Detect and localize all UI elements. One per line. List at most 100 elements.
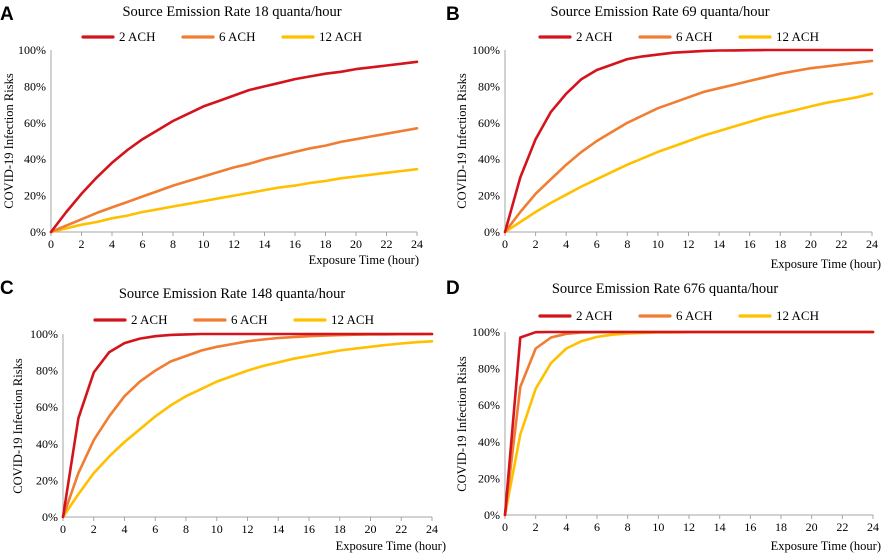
- x-tick-label: 6: [594, 237, 600, 251]
- chart-panel-d: D Source Emission Rate 676 quanta/hour 2 A…: [446, 278, 881, 553]
- x-tick-label: 8: [170, 237, 176, 251]
- panel-letter: B: [446, 4, 460, 25]
- chart-title: Source Emission Rate 148 quanta/hour: [119, 286, 345, 302]
- y-tick-label: 100%: [18, 43, 46, 57]
- legend-label: 6 ACH: [676, 308, 712, 323]
- y-tick-label: 80%: [478, 362, 500, 376]
- legend-label: 12 ACH: [776, 29, 819, 44]
- x-tick-label: 4: [122, 522, 128, 536]
- y-tick-label: 60%: [478, 116, 500, 130]
- x-tick-label: 24: [411, 237, 423, 251]
- y-tick-label: 20%: [36, 473, 58, 487]
- chart-panel-b: B Source Emission Rate 69 quanta/hour 2 AC…: [446, 4, 881, 271]
- x-tick-label: 2: [533, 237, 539, 251]
- series-line-12-ach: [61, 339, 434, 519]
- x-tick-label: 22: [381, 237, 393, 251]
- series-line-6-ach: [503, 59, 874, 234]
- x-tick-label: 10: [652, 520, 664, 534]
- x-tick-label: 18: [775, 520, 787, 534]
- x-tick-label: 16: [744, 520, 756, 534]
- y-tick-label: 100%: [30, 327, 58, 341]
- x-tick-label: 16: [303, 522, 315, 536]
- chart-title: Source Emission Rate 18 quanta/hour: [122, 4, 341, 20]
- y-tick-label: 0%: [484, 225, 500, 239]
- x-tick-label: 2: [533, 520, 539, 534]
- x-tick-label: 10: [198, 237, 210, 251]
- x-tick-label: 20: [350, 237, 362, 251]
- y-axis-label: COVID-19 Infection Risks: [455, 73, 469, 209]
- series-line-6-ach: [503, 330, 875, 517]
- x-tick-label: 6: [594, 520, 600, 534]
- chart-title: Source Emission Rate 676 quanta/hour: [552, 281, 778, 297]
- y-tick-label: 0%: [42, 510, 58, 524]
- x-tick-label: 22: [835, 237, 847, 251]
- x-axis-label: Exposure Time (hour): [771, 539, 881, 553]
- x-axis-label: Exposure Time (hour): [336, 539, 446, 553]
- legend-label: 6 ACH: [219, 29, 255, 44]
- x-tick-label: 18: [774, 237, 786, 251]
- legend-label: 12 ACH: [319, 29, 362, 44]
- x-tick-label: 24: [866, 237, 878, 251]
- x-axis-label: Exposure Time (hour): [309, 253, 419, 267]
- legend-label: 6 ACH: [676, 29, 712, 44]
- x-tick-label: 24: [867, 520, 879, 534]
- legend-label: 12 ACH: [776, 308, 819, 323]
- x-tick-label: 22: [836, 520, 848, 534]
- x-axis-label: Exposure Time (hour): [771, 257, 881, 271]
- series-line-2-ach: [503, 330, 875, 517]
- y-tick-label: 60%: [36, 400, 58, 414]
- x-tick-label: 4: [563, 237, 569, 251]
- series-line-6-ach: [49, 127, 419, 234]
- y-tick-label: 80%: [36, 364, 58, 378]
- y-tick-label: 80%: [24, 79, 46, 93]
- x-tick-label: 10: [211, 522, 223, 536]
- series-line-2-ach: [49, 60, 419, 234]
- x-tick-label: 6: [140, 237, 146, 251]
- y-tick-label: 20%: [24, 189, 46, 203]
- x-tick-label: 12: [683, 520, 695, 534]
- y-tick-label: 40%: [36, 437, 58, 451]
- y-tick-label: 40%: [478, 435, 500, 449]
- x-tick-label: 4: [109, 237, 115, 251]
- x-tick-label: 0: [502, 237, 508, 251]
- x-tick-label: 8: [625, 520, 631, 534]
- chart-panel-a: A Source Emission Rate 18 quanta/hour 2 AC…: [0, 4, 423, 267]
- y-axis-label: COVID-19 Infection Risks: [11, 358, 25, 494]
- series-line-2-ach: [61, 332, 434, 519]
- x-tick-label: 12: [683, 237, 695, 251]
- x-tick-label: 4: [563, 520, 569, 534]
- panel-letter: C: [0, 278, 14, 299]
- x-tick-label: 20: [365, 522, 377, 536]
- y-tick-label: 40%: [24, 152, 46, 166]
- y-tick-label: 100%: [472, 43, 500, 57]
- x-tick-label: 22: [395, 522, 407, 536]
- legend-label: 2 ACH: [576, 29, 612, 44]
- x-tick-label: 20: [805, 237, 817, 251]
- x-tick-label: 10: [652, 237, 664, 251]
- x-tick-label: 8: [624, 237, 630, 251]
- x-tick-label: 2: [91, 522, 97, 536]
- series-line-12-ach: [503, 92, 874, 234]
- x-tick-label: 2: [79, 237, 85, 251]
- x-tick-label: 14: [713, 237, 725, 251]
- y-tick-label: 100%: [472, 325, 500, 339]
- x-tick-label: 20: [806, 520, 818, 534]
- y-tick-label: 60%: [24, 116, 46, 130]
- x-tick-label: 18: [320, 237, 332, 251]
- y-tick-label: 0%: [484, 508, 500, 522]
- y-tick-label: 80%: [478, 79, 500, 93]
- legend-label: 2 ACH: [131, 312, 167, 327]
- x-tick-label: 16: [289, 237, 301, 251]
- x-tick-label: 0: [48, 237, 54, 251]
- y-axis-label: COVID-19 Infection Risks: [2, 73, 16, 209]
- x-tick-label: 16: [744, 237, 756, 251]
- y-tick-label: 40%: [478, 152, 500, 166]
- series-line-2-ach: [503, 48, 874, 234]
- legend-label: 6 ACH: [231, 312, 267, 327]
- y-tick-label: 20%: [478, 471, 500, 485]
- y-tick-label: 0%: [30, 225, 46, 239]
- x-tick-label: 14: [259, 237, 271, 251]
- series-line-12-ach: [49, 167, 419, 234]
- x-tick-label: 6: [152, 522, 158, 536]
